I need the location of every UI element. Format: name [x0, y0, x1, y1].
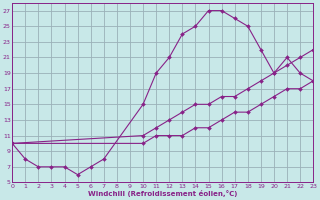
X-axis label: Windchill (Refroidissement éolien,°C): Windchill (Refroidissement éolien,°C) [88, 190, 237, 197]
